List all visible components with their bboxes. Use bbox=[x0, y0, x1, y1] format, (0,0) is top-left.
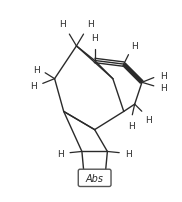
FancyBboxPatch shape bbox=[78, 169, 111, 187]
Text: H: H bbox=[57, 149, 64, 158]
Text: H: H bbox=[30, 82, 36, 91]
Text: H: H bbox=[160, 71, 167, 80]
Text: H: H bbox=[126, 149, 132, 158]
Text: H: H bbox=[146, 116, 152, 124]
Text: H: H bbox=[59, 20, 66, 28]
Text: H: H bbox=[160, 84, 167, 93]
Text: H: H bbox=[91, 34, 98, 43]
Text: H: H bbox=[131, 41, 138, 50]
Text: H: H bbox=[87, 20, 94, 28]
Text: H: H bbox=[33, 66, 40, 75]
Text: Abs: Abs bbox=[86, 173, 104, 183]
Text: H: H bbox=[128, 121, 134, 130]
